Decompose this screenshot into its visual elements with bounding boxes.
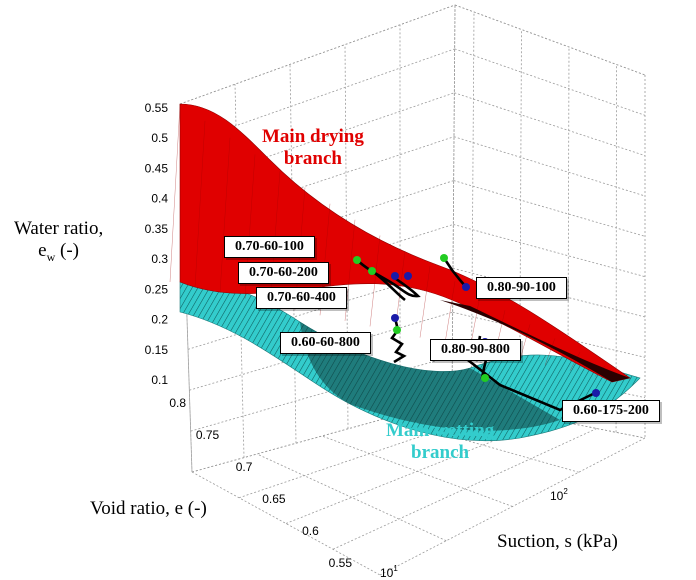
z-tick-label: 0.1 bbox=[151, 373, 168, 387]
start-marker bbox=[481, 374, 489, 382]
y-tick-label: 0.7 bbox=[236, 460, 253, 474]
z-tick-label: 0.4 bbox=[151, 192, 168, 206]
end-marker bbox=[391, 314, 399, 322]
drying-surface-line bbox=[519, 324, 531, 360]
x-tick-label: 102 bbox=[550, 487, 568, 503]
path-label: 0.80-90-800 bbox=[430, 339, 521, 361]
path-label: 0.70-60-400 bbox=[256, 287, 347, 309]
grid-line bbox=[453, 180, 646, 237]
y-tick-label: 0.65 bbox=[262, 492, 286, 506]
grid-line bbox=[190, 355, 453, 432]
path-label: 0.80-90-100 bbox=[476, 277, 567, 299]
z-tick-label: 0.55 bbox=[145, 101, 169, 115]
end-marker bbox=[404, 272, 412, 280]
grid-line bbox=[453, 224, 646, 278]
start-marker bbox=[368, 267, 376, 275]
z-tick-label: 0.45 bbox=[145, 161, 169, 175]
test-path-line bbox=[390, 317, 407, 364]
z-tick-label: 0.25 bbox=[145, 282, 169, 296]
drying-branch-label: Main drying branch bbox=[262, 126, 364, 169]
grid-line bbox=[183, 136, 455, 228]
grid-line bbox=[179, 4, 456, 105]
path-label: 0.70-60-100 bbox=[224, 236, 315, 258]
y-tick-label: 0.75 bbox=[196, 428, 220, 442]
end-marker bbox=[592, 389, 600, 397]
grid-line bbox=[452, 311, 646, 358]
grid-line bbox=[453, 136, 646, 197]
z-axis-title: Water ratio, ew (-) bbox=[14, 218, 104, 264]
grid-line bbox=[332, 428, 597, 550]
drying-surface-line bbox=[169, 103, 181, 283]
y-axis-title: Void ratio, e (-) bbox=[90, 498, 207, 519]
y-tick-label: 0.6 bbox=[302, 524, 319, 538]
drying-surface-line bbox=[544, 338, 556, 366]
test-path-line bbox=[442, 257, 467, 288]
grid-line bbox=[321, 435, 513, 507]
grid-line bbox=[186, 224, 454, 309]
z-tick-label: 0.2 bbox=[151, 313, 168, 327]
drying-surface-line bbox=[444, 281, 456, 344]
start-marker bbox=[440, 254, 448, 262]
path-label: 0.60-175-200 bbox=[562, 400, 660, 422]
start-marker bbox=[393, 326, 401, 334]
wetting-surface bbox=[179, 281, 641, 442]
wetting-surface-shade bbox=[300, 322, 560, 431]
z-tick-label: 0.3 bbox=[151, 252, 168, 266]
grid-line bbox=[454, 92, 646, 157]
end-marker bbox=[391, 272, 399, 280]
grid-line bbox=[451, 4, 456, 401]
start-marker bbox=[353, 256, 361, 264]
drying-surface-line bbox=[194, 120, 206, 288]
drying-surface-line bbox=[369, 235, 381, 327]
grid-line bbox=[386, 417, 579, 473]
drying-surface-shade bbox=[440, 300, 630, 382]
x-axis-title: Suction, s (kPa) bbox=[497, 531, 618, 552]
grid-line bbox=[452, 267, 646, 318]
x-tick-label: 101 bbox=[380, 564, 398, 580]
wetting-branch-label: Main wetting branch bbox=[386, 420, 495, 463]
tick-labels: 0.1 0.15 0.2 0.25 0.3 0.35 0.4 0.45 0.5 0.55 0.55 0… bbox=[145, 101, 569, 580]
drying-surface-line bbox=[569, 352, 581, 372]
drying-surface-line bbox=[419, 266, 431, 338]
z-tick-label: 0.15 bbox=[145, 343, 169, 357]
z-tick-label: 0.35 bbox=[145, 222, 169, 236]
path-label: 0.70-60-200 bbox=[238, 262, 329, 284]
grid-line bbox=[454, 4, 646, 76]
y-tick-label: 0.55 bbox=[329, 556, 353, 570]
grid-line bbox=[567, 46, 570, 423]
drying-surface-line bbox=[219, 137, 231, 294]
end-marker bbox=[462, 283, 470, 291]
y-tick-label: 0.8 bbox=[169, 396, 186, 410]
z-tick-label: 0.5 bbox=[151, 131, 168, 145]
path-label: 0.60-60-800 bbox=[280, 332, 371, 354]
grid-line bbox=[256, 453, 447, 542]
grid-line bbox=[454, 48, 646, 116]
